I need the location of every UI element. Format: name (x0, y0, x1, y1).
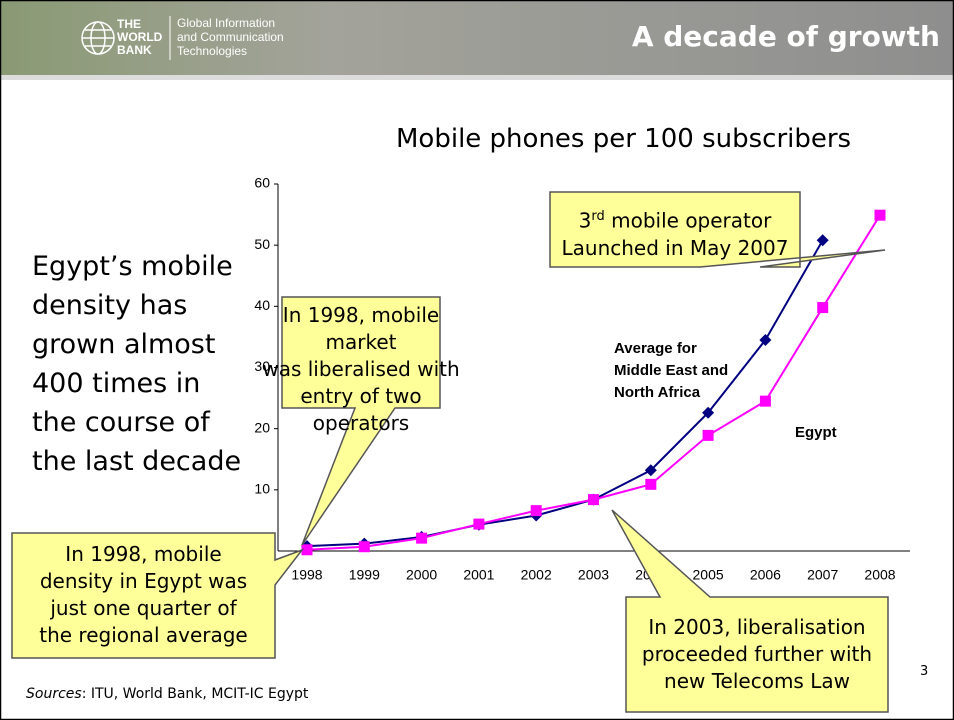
logo-line: THE (117, 17, 141, 31)
lead-line: grown almost (32, 329, 216, 360)
callout-line: In 2003, liberalisation (648, 615, 866, 639)
x-tick-label: 2001 (463, 567, 494, 583)
logo-line: WORLD (117, 30, 163, 44)
point (588, 494, 599, 506)
point (530, 505, 542, 517)
x-tick-label: 2002 (521, 567, 552, 583)
y-tick-label: 40 (254, 297, 270, 313)
callout-line: just one quarter of (50, 596, 237, 620)
x-tick-label: 1998 (291, 567, 322, 583)
header-rule (0, 75, 954, 80)
callout-line: entry of two operators (300, 384, 422, 435)
sources-label: Sources (26, 686, 82, 702)
callout-text: In 1998, mobile market was liberalised w… (262, 302, 460, 437)
point (816, 234, 829, 247)
y-tick-label: 60 (254, 175, 270, 191)
page-number: 3 (920, 664, 929, 679)
x-tick-label: 1999 (349, 567, 380, 583)
callout-line: new Telecoms Law (664, 669, 850, 693)
callout-line: density in Egypt was (39, 569, 248, 593)
slide-title: A decade of growth (631, 20, 940, 53)
callout-box (281, 296, 441, 546)
callout-line: In 1998, mobile market (282, 303, 440, 354)
lead-line: the last decade (32, 446, 242, 477)
callout-text: In 1998, mobile density in Egypt was jus… (12, 541, 275, 649)
callout-line: the regional average (39, 623, 248, 647)
callout-line: proceeded further with (641, 642, 873, 666)
callout-box (11, 532, 305, 659)
callout-part: mobile operator (604, 208, 772, 233)
logo-text: THE WORLD BANK (117, 18, 162, 57)
x-tick-label: 2000 (406, 567, 437, 583)
lead-line: Egypt’s mobile (32, 251, 233, 282)
chart-title: Mobile phones per 100 subscribers (396, 124, 852, 154)
point (416, 532, 428, 544)
globe-icon (81, 21, 115, 55)
series-label: Average for Middle East and North Africa (614, 340, 729, 401)
lead-line: 400 times in (32, 368, 201, 399)
point (301, 544, 313, 556)
y-tick-label: 10 (254, 481, 270, 497)
point (645, 478, 657, 490)
unit-line: Global Information (177, 16, 276, 30)
point (702, 406, 715, 419)
callout-box (549, 191, 886, 268)
point (644, 464, 657, 477)
point (874, 209, 886, 221)
unit-line: Technologies (177, 44, 248, 58)
x-tick-label: 2003 (578, 567, 609, 583)
header-bar (0, 0, 954, 75)
logo-line: BANK (117, 43, 152, 57)
lead-line: density has (32, 290, 188, 321)
callout-line: Launched in May 2007 (561, 235, 789, 260)
point (817, 302, 829, 314)
ordinal-suffix: rd (591, 209, 605, 224)
lead-line: the course of (32, 407, 210, 438)
point (702, 429, 714, 441)
callout-text: In 2003, liberalisation proceeded furthe… (626, 614, 888, 695)
callout-line: 3rd mobile operator (550, 203, 800, 235)
sources-text: : ITU, World Bank, MCIT-IC Egypt (81, 686, 309, 702)
x-tick-label: 2008 (864, 567, 895, 583)
series-label: Egypt (795, 424, 837, 441)
y-tick-label: 20 (254, 419, 270, 435)
callout-text: 3rd mobile operator Launched in May 2007 (550, 203, 800, 262)
unit-text: Global Information and Communication Tec… (177, 16, 284, 58)
series-line (306, 239, 824, 548)
callout-box (611, 509, 889, 713)
x-tick-label: 2006 (750, 567, 781, 583)
x-tick-label: 2007 (807, 567, 838, 583)
unit-line: and Communication (177, 30, 284, 44)
point (759, 333, 772, 346)
point (358, 541, 370, 553)
y-tick-label: 50 (254, 236, 270, 252)
callout-line: In 1998, mobile (65, 542, 222, 566)
x-tick-label: 2005 (693, 567, 724, 583)
lead-text: Egypt’s mobile density has grown almost … (32, 247, 241, 481)
point (759, 395, 771, 407)
sources: Sources: ITU, World Bank, MCIT-IC Egypt (26, 686, 308, 702)
y-tick-label: 30 (254, 358, 270, 374)
callout-line: was liberalised with (262, 357, 460, 381)
ordinal: 3 (578, 208, 592, 233)
point (473, 518, 485, 530)
